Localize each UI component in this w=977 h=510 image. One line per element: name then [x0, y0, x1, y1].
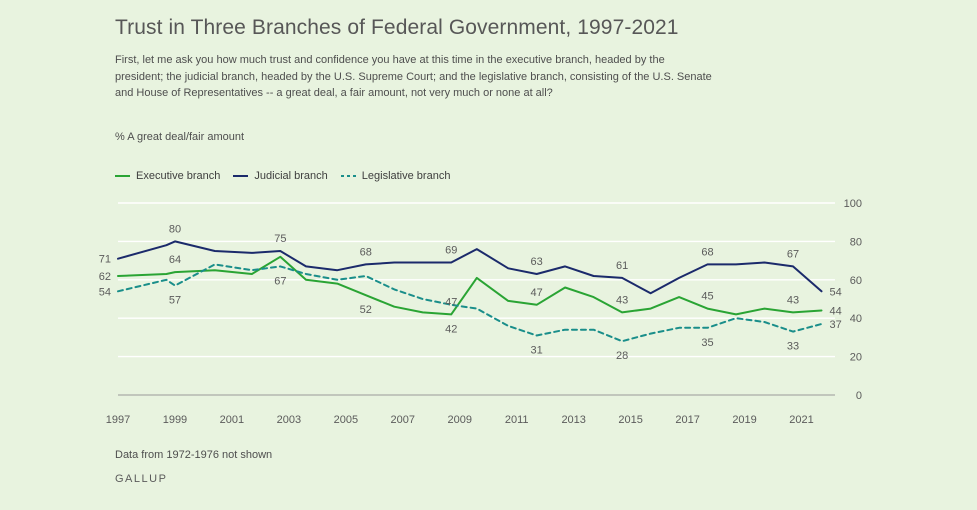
x-tick-label-2005: 2005: [334, 414, 358, 426]
x-tick-label-2017: 2017: [675, 414, 699, 426]
page-title: Trust in Three Branches of Federal Gover…: [115, 16, 679, 39]
gallup-brand: GALLUP: [115, 473, 168, 485]
survey-question: First, let me ask you how much trust and…: [115, 54, 712, 99]
data-label: 54: [99, 286, 111, 298]
data-label: 45: [701, 291, 713, 303]
data-label: 43: [787, 294, 799, 306]
data-label: 63: [531, 256, 543, 268]
footnote: Data from 1972-1976 not shown: [115, 449, 273, 461]
data-label: 37: [829, 319, 841, 331]
data-label: 68: [701, 246, 713, 258]
data-label: 44: [829, 306, 841, 318]
data-label: 80: [169, 223, 181, 235]
x-tick-label-2003: 2003: [277, 414, 301, 426]
legend-label-executive: Executive branch: [136, 170, 221, 182]
trust-line-chart: 0 20 40 60 80 100 1997 1999 2001 2003 2005 2007 2009…: [99, 198, 862, 426]
data-label: 68: [360, 246, 372, 258]
data-label: 62: [99, 271, 111, 283]
legend-label-judicial: Judicial branch: [254, 170, 328, 182]
data-label: 47: [531, 287, 543, 299]
data-label: 35: [701, 337, 713, 349]
x-tick-label-2007: 2007: [391, 414, 415, 426]
x-tick-label-2001: 2001: [220, 414, 244, 426]
x-tick-label-1999: 1999: [163, 414, 187, 426]
legend-label-legislative: Legislative branch: [361, 170, 451, 182]
x-tick-label-2019: 2019: [732, 414, 756, 426]
data-label: 54: [829, 286, 841, 298]
x-tick-label-2021: 2021: [789, 414, 813, 426]
data-label: 28: [616, 350, 628, 362]
legend-swatch-executive: [115, 175, 130, 177]
data-label: 33: [787, 341, 799, 353]
data-label: 67: [274, 275, 286, 287]
chart-legend: Executive branch Judicial branch Legisla…: [115, 170, 450, 182]
x-tick-label-2009: 2009: [448, 414, 472, 426]
data-label: 75: [274, 233, 286, 245]
data-label: 31: [531, 344, 543, 356]
series-line-judicial-branch: [117, 240, 823, 295]
x-tick-label-2011: 2011: [505, 414, 529, 426]
data-label: 43: [616, 294, 628, 306]
y-tick-label-80: 80: [850, 236, 862, 248]
legend-swatch-judicial: [233, 175, 249, 177]
data-label: 42: [445, 323, 457, 335]
legend-item-legislative: Legislative branch: [340, 170, 451, 182]
data-label: 47: [445, 296, 457, 308]
legend-swatch-legislative: [340, 175, 356, 177]
data-label: 69: [445, 245, 457, 257]
y-tick-label-60: 60: [850, 275, 862, 287]
y-tick-label-0: 0: [856, 390, 862, 402]
x-tick-label-2015: 2015: [618, 414, 642, 426]
series-line-legislative-branch: [117, 263, 823, 343]
series-line-executive-branch: [117, 255, 823, 316]
legend-item-executive: Executive branch: [115, 170, 220, 182]
x-tick-label-2013: 2013: [561, 414, 585, 426]
data-label: 71: [99, 254, 111, 266]
data-label: 64: [169, 254, 181, 266]
y-tick-label-40: 40: [850, 313, 862, 325]
data-label: 57: [169, 295, 181, 307]
data-label: 67: [787, 248, 799, 260]
legend-item-judicial: Judicial branch: [233, 170, 328, 182]
data-label: 61: [616, 260, 628, 272]
x-tick-label-1997: 1997: [106, 414, 130, 426]
measure-label: % A great deal/fair amount: [115, 131, 245, 143]
y-tick-label-20: 20: [850, 352, 862, 364]
data-label: 52: [360, 304, 372, 316]
y-tick-label-100: 100: [844, 198, 862, 210]
